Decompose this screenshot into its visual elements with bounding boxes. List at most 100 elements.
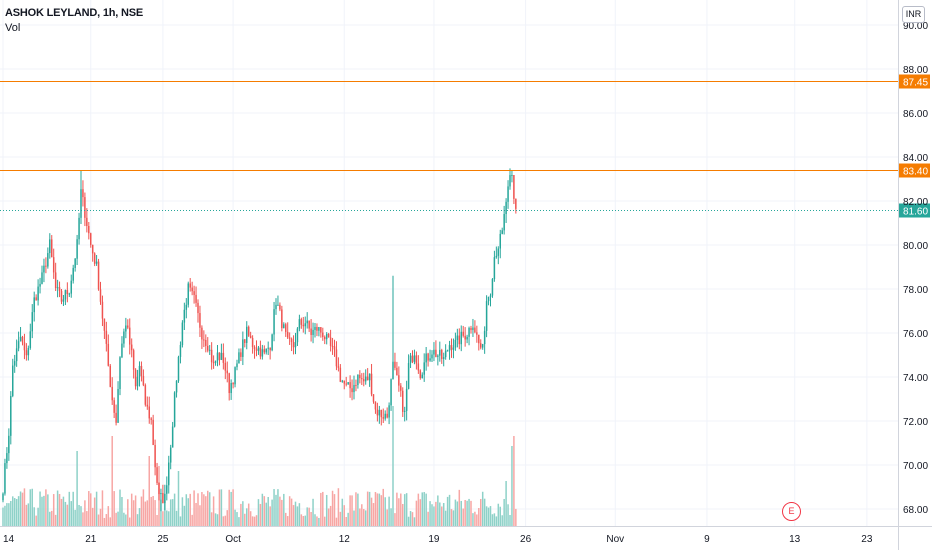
candle-body bbox=[257, 347, 260, 351]
candle-body bbox=[31, 312, 33, 332]
symbol-title[interactable]: ASHOK LEYLAND, 1h, NSE bbox=[5, 7, 144, 19]
candle-body bbox=[208, 349, 211, 351]
volume-bar bbox=[515, 508, 517, 526]
volume-bar bbox=[403, 494, 406, 526]
candle-body bbox=[444, 350, 447, 358]
candle-body bbox=[487, 296, 490, 302]
candle-body bbox=[493, 257, 496, 280]
volume-bar bbox=[310, 511, 312, 526]
candle-body bbox=[452, 347, 455, 350]
candle-body bbox=[366, 376, 369, 381]
volume-bar bbox=[505, 481, 507, 526]
volume-bar bbox=[201, 492, 203, 526]
candle-body bbox=[259, 347, 262, 357]
volume-bar bbox=[294, 501, 297, 526]
volume-bar bbox=[427, 511, 429, 526]
candle-body bbox=[72, 267, 74, 281]
chart-grid bbox=[0, 0, 898, 526]
candle-body bbox=[86, 217, 88, 226]
volume-bar bbox=[181, 497, 184, 526]
earnings-marker-icon[interactable]: E bbox=[782, 502, 801, 521]
volume-bar bbox=[384, 497, 386, 526]
volume-bar bbox=[150, 496, 152, 526]
currency-button[interactable]: INR bbox=[902, 6, 925, 23]
volume-bar bbox=[495, 516, 498, 526]
candle-body bbox=[103, 318, 106, 331]
volume-bar bbox=[208, 492, 211, 526]
volume-bar bbox=[437, 495, 439, 526]
volume-bar bbox=[97, 514, 100, 526]
volume-bar bbox=[93, 497, 96, 526]
candle-body bbox=[146, 404, 149, 407]
volume-label[interactable]: Vol bbox=[5, 22, 21, 34]
candle-body bbox=[394, 361, 396, 368]
volume-bar bbox=[23, 488, 26, 526]
candle-body bbox=[497, 248, 500, 256]
time-axis[interactable]: 14 21 25 Oct 12 19 26 Nov 9 13 23 bbox=[0, 526, 932, 546]
volume-bar bbox=[298, 503, 301, 526]
candle-body bbox=[349, 382, 351, 389]
volume-bar bbox=[444, 510, 447, 526]
candle-body bbox=[345, 383, 347, 385]
volume-bar bbox=[470, 500, 472, 526]
volume-bar bbox=[105, 514, 108, 526]
volume-bar bbox=[269, 506, 271, 526]
candle-body bbox=[386, 413, 388, 418]
volume-bar bbox=[419, 499, 422, 526]
volume-bar bbox=[187, 498, 189, 526]
candle-body bbox=[472, 327, 474, 331]
volume-bar bbox=[345, 517, 347, 526]
candle-body bbox=[134, 369, 137, 387]
candle-body bbox=[236, 363, 238, 368]
volume-bar bbox=[388, 496, 390, 526]
candle-body bbox=[489, 295, 492, 297]
volume-bar bbox=[15, 499, 18, 526]
candle-body bbox=[15, 348, 18, 362]
volume-bar bbox=[507, 504, 509, 526]
price-tick-label: 70.00 bbox=[903, 461, 928, 472]
volume-bar bbox=[62, 496, 65, 526]
candle-body bbox=[283, 324, 285, 329]
candle-body bbox=[23, 342, 26, 351]
candle-body bbox=[158, 482, 160, 495]
candle-body bbox=[474, 327, 476, 333]
candle-body bbox=[417, 363, 420, 371]
volume-bar bbox=[166, 510, 168, 526]
candle-body bbox=[179, 345, 182, 357]
volume-bar bbox=[409, 511, 412, 526]
volume-bar bbox=[240, 503, 242, 526]
candle-body bbox=[160, 493, 162, 495]
candle-body bbox=[13, 361, 16, 366]
candle-body bbox=[195, 294, 197, 303]
candle-body bbox=[249, 335, 252, 338]
candle-body bbox=[407, 363, 410, 389]
candle-body bbox=[127, 325, 129, 328]
candle-body bbox=[378, 409, 381, 416]
volume-bar bbox=[76, 451, 78, 526]
candle-body bbox=[6, 453, 8, 464]
volume-bar bbox=[308, 507, 310, 526]
candle-body bbox=[421, 374, 423, 379]
volume-bar bbox=[433, 506, 435, 526]
candle-body bbox=[304, 323, 306, 327]
candle-body bbox=[392, 361, 394, 380]
volume-bar bbox=[368, 491, 371, 526]
volume-bar bbox=[72, 491, 74, 526]
volume-bar bbox=[91, 507, 94, 526]
candle-body bbox=[207, 345, 209, 351]
candle-body bbox=[199, 313, 201, 328]
volume-bar bbox=[121, 497, 123, 526]
candle-body bbox=[429, 358, 431, 361]
volume-bar bbox=[327, 508, 330, 526]
price-axis[interactable]: 68.00 70.00 72.00 74.00 76.00 78.00 80.00 82.00… bbox=[898, 0, 929, 550]
volume-bar bbox=[359, 508, 361, 526]
volume-bar bbox=[300, 514, 303, 526]
candle-body bbox=[261, 349, 264, 357]
volume-bar bbox=[380, 495, 383, 526]
volume-bar bbox=[51, 510, 53, 526]
candle-body bbox=[427, 353, 429, 361]
volume-bar bbox=[177, 471, 180, 526]
candle-body bbox=[400, 385, 402, 391]
candle-body bbox=[281, 309, 283, 329]
